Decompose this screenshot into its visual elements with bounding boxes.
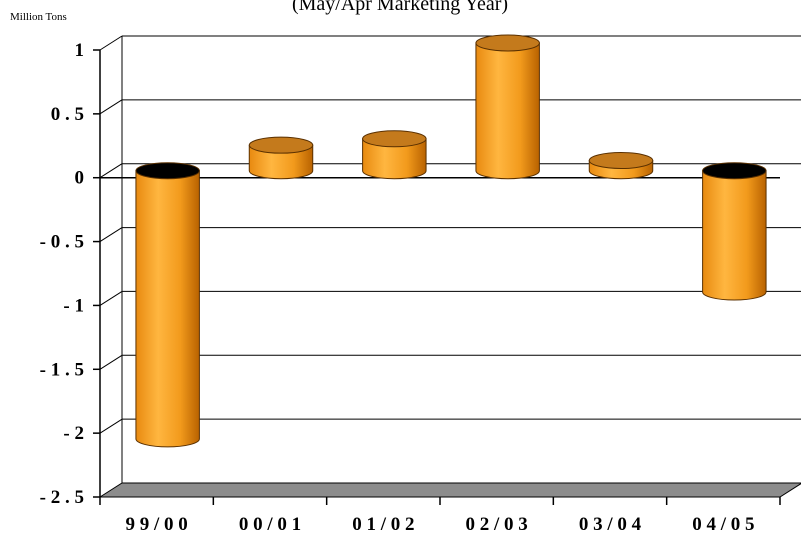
y-tick-labels: 1 0 . 5 0 - 0 . 5 - 1 - 1 . 5 - 2 - 2 . 5: [40, 40, 84, 508]
x-tick-labels: 9 9 / 0 0 0 0 / 0 1 0 1 / 0 2 0 2 / 0 3 0 3 …: [126, 514, 755, 535]
x-tick-label: 0 0 / 0 1: [239, 514, 301, 535]
axes: [93, 36, 781, 505]
bar-cap: [588, 151, 654, 169]
bar-cap: [248, 136, 314, 154]
gridline-diagonal: [99, 291, 123, 306]
bar: [702, 162, 767, 301]
y-tick-label: - 1: [63, 295, 84, 316]
bar: [362, 130, 427, 180]
bar-body: [475, 42, 540, 180]
bar-cap: [135, 162, 200, 180]
gridline-diagonal: [99, 227, 123, 242]
y-tick-label: - 1 . 5: [40, 359, 84, 380]
y-tick-label: - 0 . 5: [40, 232, 84, 253]
gridline-diagonal: [99, 418, 123, 434]
bar-body: [135, 170, 200, 448]
unit-label: Million Tons: [10, 11, 67, 23]
x-tick-label: 0 2 / 0 3: [466, 514, 528, 535]
x-tick-label: 0 3 / 0 4: [579, 514, 642, 535]
bar-body: [362, 138, 427, 180]
y-tick-label: 1: [75, 40, 85, 61]
bar-body: [702, 170, 767, 301]
gridline-diagonal: [99, 163, 123, 179]
gridline-diagonal: [99, 99, 123, 115]
bar-cap: [475, 34, 540, 52]
floor-plane: [98, 482, 801, 498]
y-tick-label: - 2: [63, 423, 84, 444]
bar: [135, 162, 200, 448]
x-tick-label: 9 9 / 0 0: [126, 514, 188, 535]
x-tick-label: 0 4 / 0 5: [692, 514, 754, 535]
x-tick-label: 0 1 / 0 2: [352, 514, 414, 535]
bar-cap: [362, 130, 427, 148]
chart-floor: [98, 482, 801, 498]
bar: [248, 136, 314, 180]
y-tick-label: 0: [75, 168, 85, 189]
gridline-diagonal: [99, 354, 123, 370]
y-tick-label: - 2 . 5: [40, 487, 84, 508]
bar-cap: [702, 162, 767, 180]
bar: [475, 34, 540, 180]
bars: [135, 34, 767, 448]
bar-body: [248, 144, 314, 180]
gridlines: [99, 35, 801, 434]
gridline-diagonal: [99, 35, 123, 51]
y-tick-label: 0 . 5: [51, 104, 84, 125]
chart-subtitle: (May/Apr Marketing Year): [292, 0, 508, 15]
bar: [588, 151, 654, 180]
